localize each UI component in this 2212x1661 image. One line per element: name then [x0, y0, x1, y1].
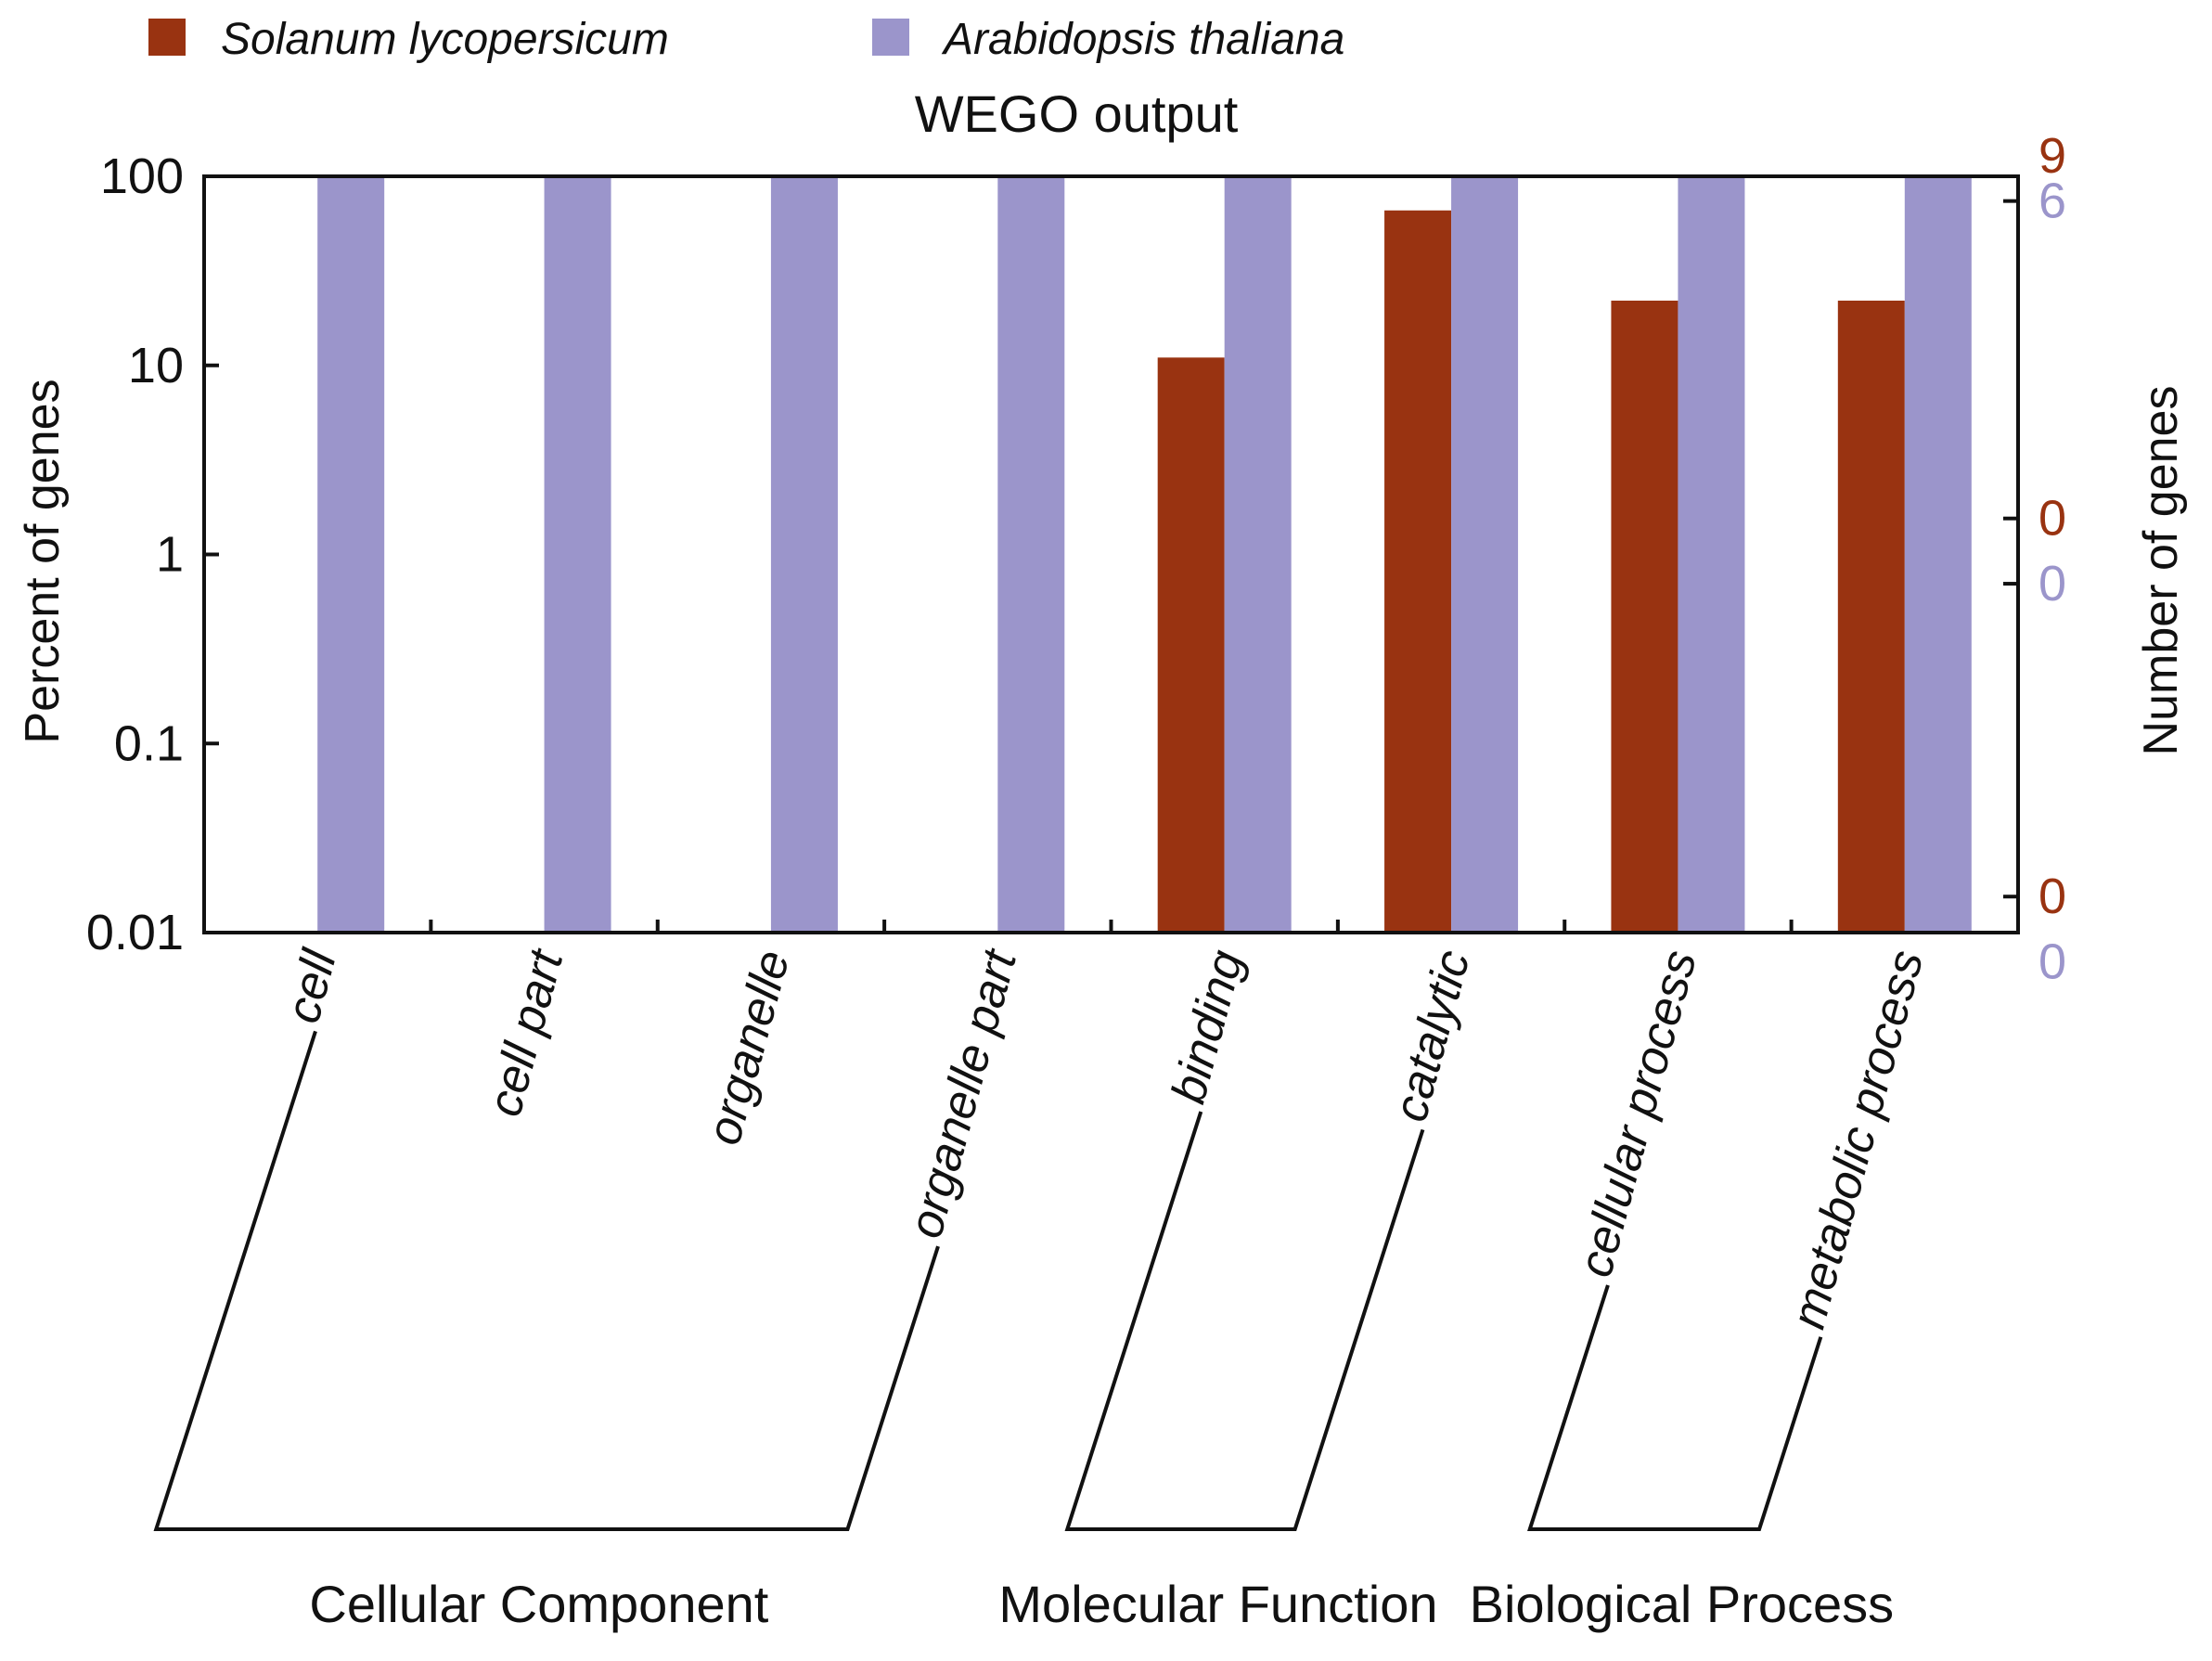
- x-category-label-cell-part: cell part: [478, 943, 574, 1122]
- group-label-cellular-component: Cellular Component: [309, 1575, 768, 1633]
- x-category-label-metabolic-process: metabolic process: [1781, 945, 1934, 1334]
- chart-title: WEGO output: [915, 84, 1239, 143]
- bar-arabidopsis-binding: [1224, 176, 1292, 933]
- legend-label-solanum: Solanum lycopersicum: [221, 15, 669, 64]
- bar-solanum-binding: [1157, 357, 1225, 933]
- legend-swatch-arabidopsis: [872, 19, 909, 56]
- right-tick-label: 0: [2038, 869, 2066, 924]
- group-label-molecular-function: Molecular Function: [998, 1575, 1437, 1633]
- right-tick-label: 0: [2038, 556, 2066, 612]
- bar-solanum-cellular-process: [1611, 300, 1678, 933]
- bar-arabidopsis-organelle-part: [997, 176, 1065, 933]
- y-axis-title-left: Percent of genes: [16, 379, 70, 743]
- right-tick-label: 9: [2038, 128, 2066, 184]
- bar-solanum-catalytic: [1384, 210, 1452, 933]
- x-category-label-catalytic: catalytic: [1383, 945, 1481, 1127]
- group-label-biological-process: Biological Process: [1470, 1575, 1895, 1633]
- group-bracket-biological-process: [1527, 1284, 1823, 1531]
- group-bracket-cellular-component: [153, 1030, 940, 1531]
- plot-frame: [202, 174, 2020, 934]
- y-tick-label: 0.1: [114, 715, 184, 771]
- y-tick-label: 100: [100, 148, 184, 204]
- legend-swatch-solanum: [148, 19, 186, 56]
- y-tick-label: 1: [156, 527, 184, 583]
- y-axis-title-right: Number of genes: [2134, 386, 2188, 756]
- right-tick-label: 0: [2038, 934, 2066, 990]
- legend-label-arabidopsis: Arabidopsis thaliana: [941, 15, 1344, 64]
- x-category-label-binding: binding: [1162, 945, 1254, 1109]
- bar-arabidopsis-organelle: [770, 176, 838, 933]
- bar-solanum-metabolic-process: [1837, 300, 1905, 933]
- x-category-label-cellular-process: cellular process: [1569, 945, 1708, 1282]
- y-tick-label: 0.01: [86, 905, 184, 960]
- x-category-label-organelle-part: organelle part: [899, 943, 1028, 1244]
- bar-arabidopsis-metabolic-process: [1904, 176, 1972, 933]
- x-category-label-cell: cell: [276, 944, 348, 1029]
- right-tick-label: 6: [2038, 174, 2066, 229]
- x-category-label-organelle: organelle: [697, 945, 800, 1151]
- bar-arabidopsis-cell-part: [544, 176, 611, 933]
- bar-arabidopsis-cell: [317, 176, 385, 933]
- y-tick-label: 10: [128, 338, 184, 393]
- group-bracket-molecular-function: [1064, 1111, 1425, 1531]
- bar-arabidopsis-cellular-process: [1678, 176, 1745, 933]
- right-tick-label: 0: [2038, 491, 2066, 547]
- bar-arabidopsis-catalytic: [1451, 176, 1519, 933]
